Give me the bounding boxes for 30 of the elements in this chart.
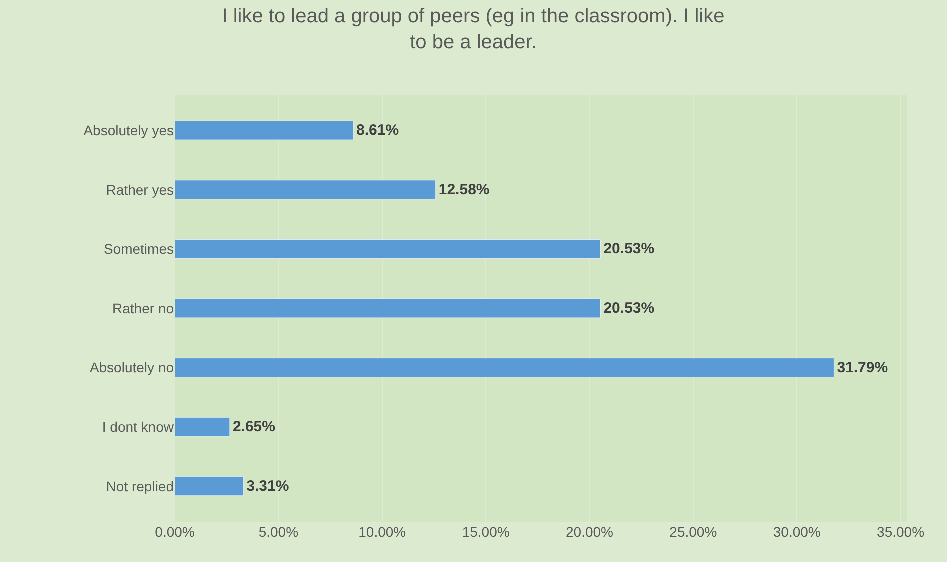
data-label: 12.58%: [438, 181, 490, 198]
bar: [175, 476, 244, 496]
x-tick-label: 35.00%: [877, 524, 925, 540]
x-tick-label: 30.00%: [773, 524, 821, 540]
x-tick-label: 10.00%: [358, 524, 406, 540]
bar: [175, 298, 601, 318]
data-label: 8.61%: [356, 122, 400, 140]
data-label: 3.31%: [246, 478, 290, 495]
x-tick-label: 15.00%: [462, 524, 510, 540]
data-label: 20.53%: [604, 240, 655, 258]
x-tick-label: 5.00%: [258, 524, 299, 540]
bar: [175, 120, 354, 140]
bar: [175, 180, 436, 200]
y-tick-label: Absolutely no: [90, 360, 174, 376]
bar: [175, 358, 834, 378]
x-tick-label: 25.00%: [670, 524, 718, 540]
y-tick-label: Absolutely yes: [84, 122, 174, 138]
y-tick-label: Rather yes: [106, 182, 174, 198]
y-tick-label: Rather no: [112, 300, 174, 316]
data-label: 2.65%: [232, 418, 276, 436]
y-tick-label: I dont know: [102, 419, 175, 436]
chart-title: I like to lead a group of peers (eg in the classroom). I like to be a leader.: [222, 5, 725, 54]
bar: [175, 239, 601, 259]
x-tick-label: 20.00%: [566, 524, 614, 540]
bar: [175, 417, 230, 437]
x-tick-label: 0.00%: [155, 524, 195, 540]
data-label: 31.79%: [837, 359, 888, 376]
y-tick-label: Not replied: [106, 478, 174, 494]
data-label: 20.53%: [604, 300, 655, 317]
y-tick-label: Sometimes: [104, 241, 174, 258]
